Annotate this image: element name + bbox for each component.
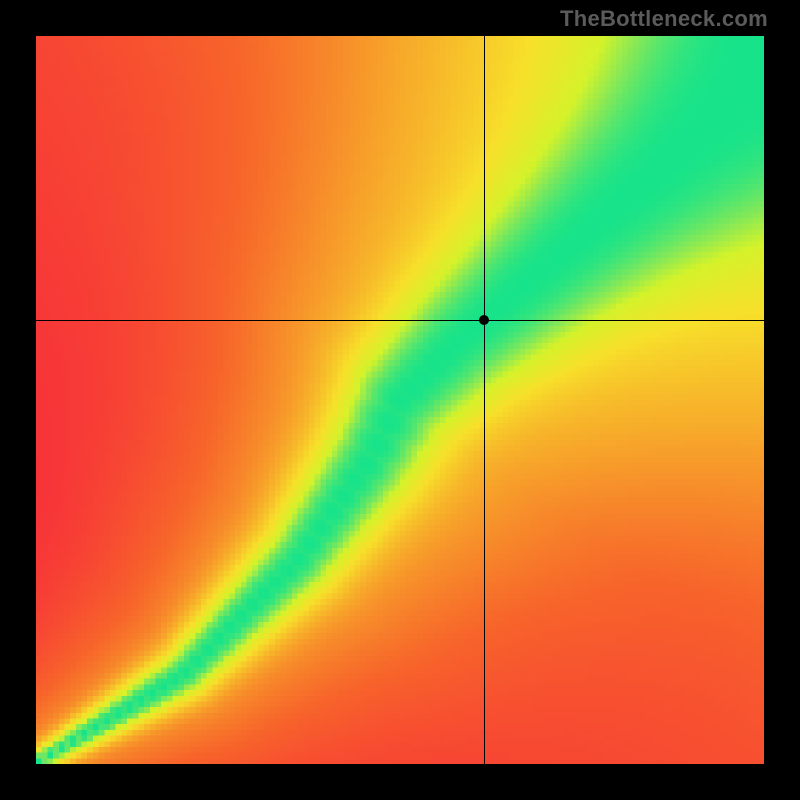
crosshair-horizontal <box>36 320 764 321</box>
heatmap-plot <box>36 36 764 764</box>
heatmap-canvas <box>36 36 764 764</box>
crosshair-vertical <box>484 36 485 764</box>
watermark-text: TheBottleneck.com <box>560 6 768 32</box>
crosshair-marker <box>479 315 489 325</box>
